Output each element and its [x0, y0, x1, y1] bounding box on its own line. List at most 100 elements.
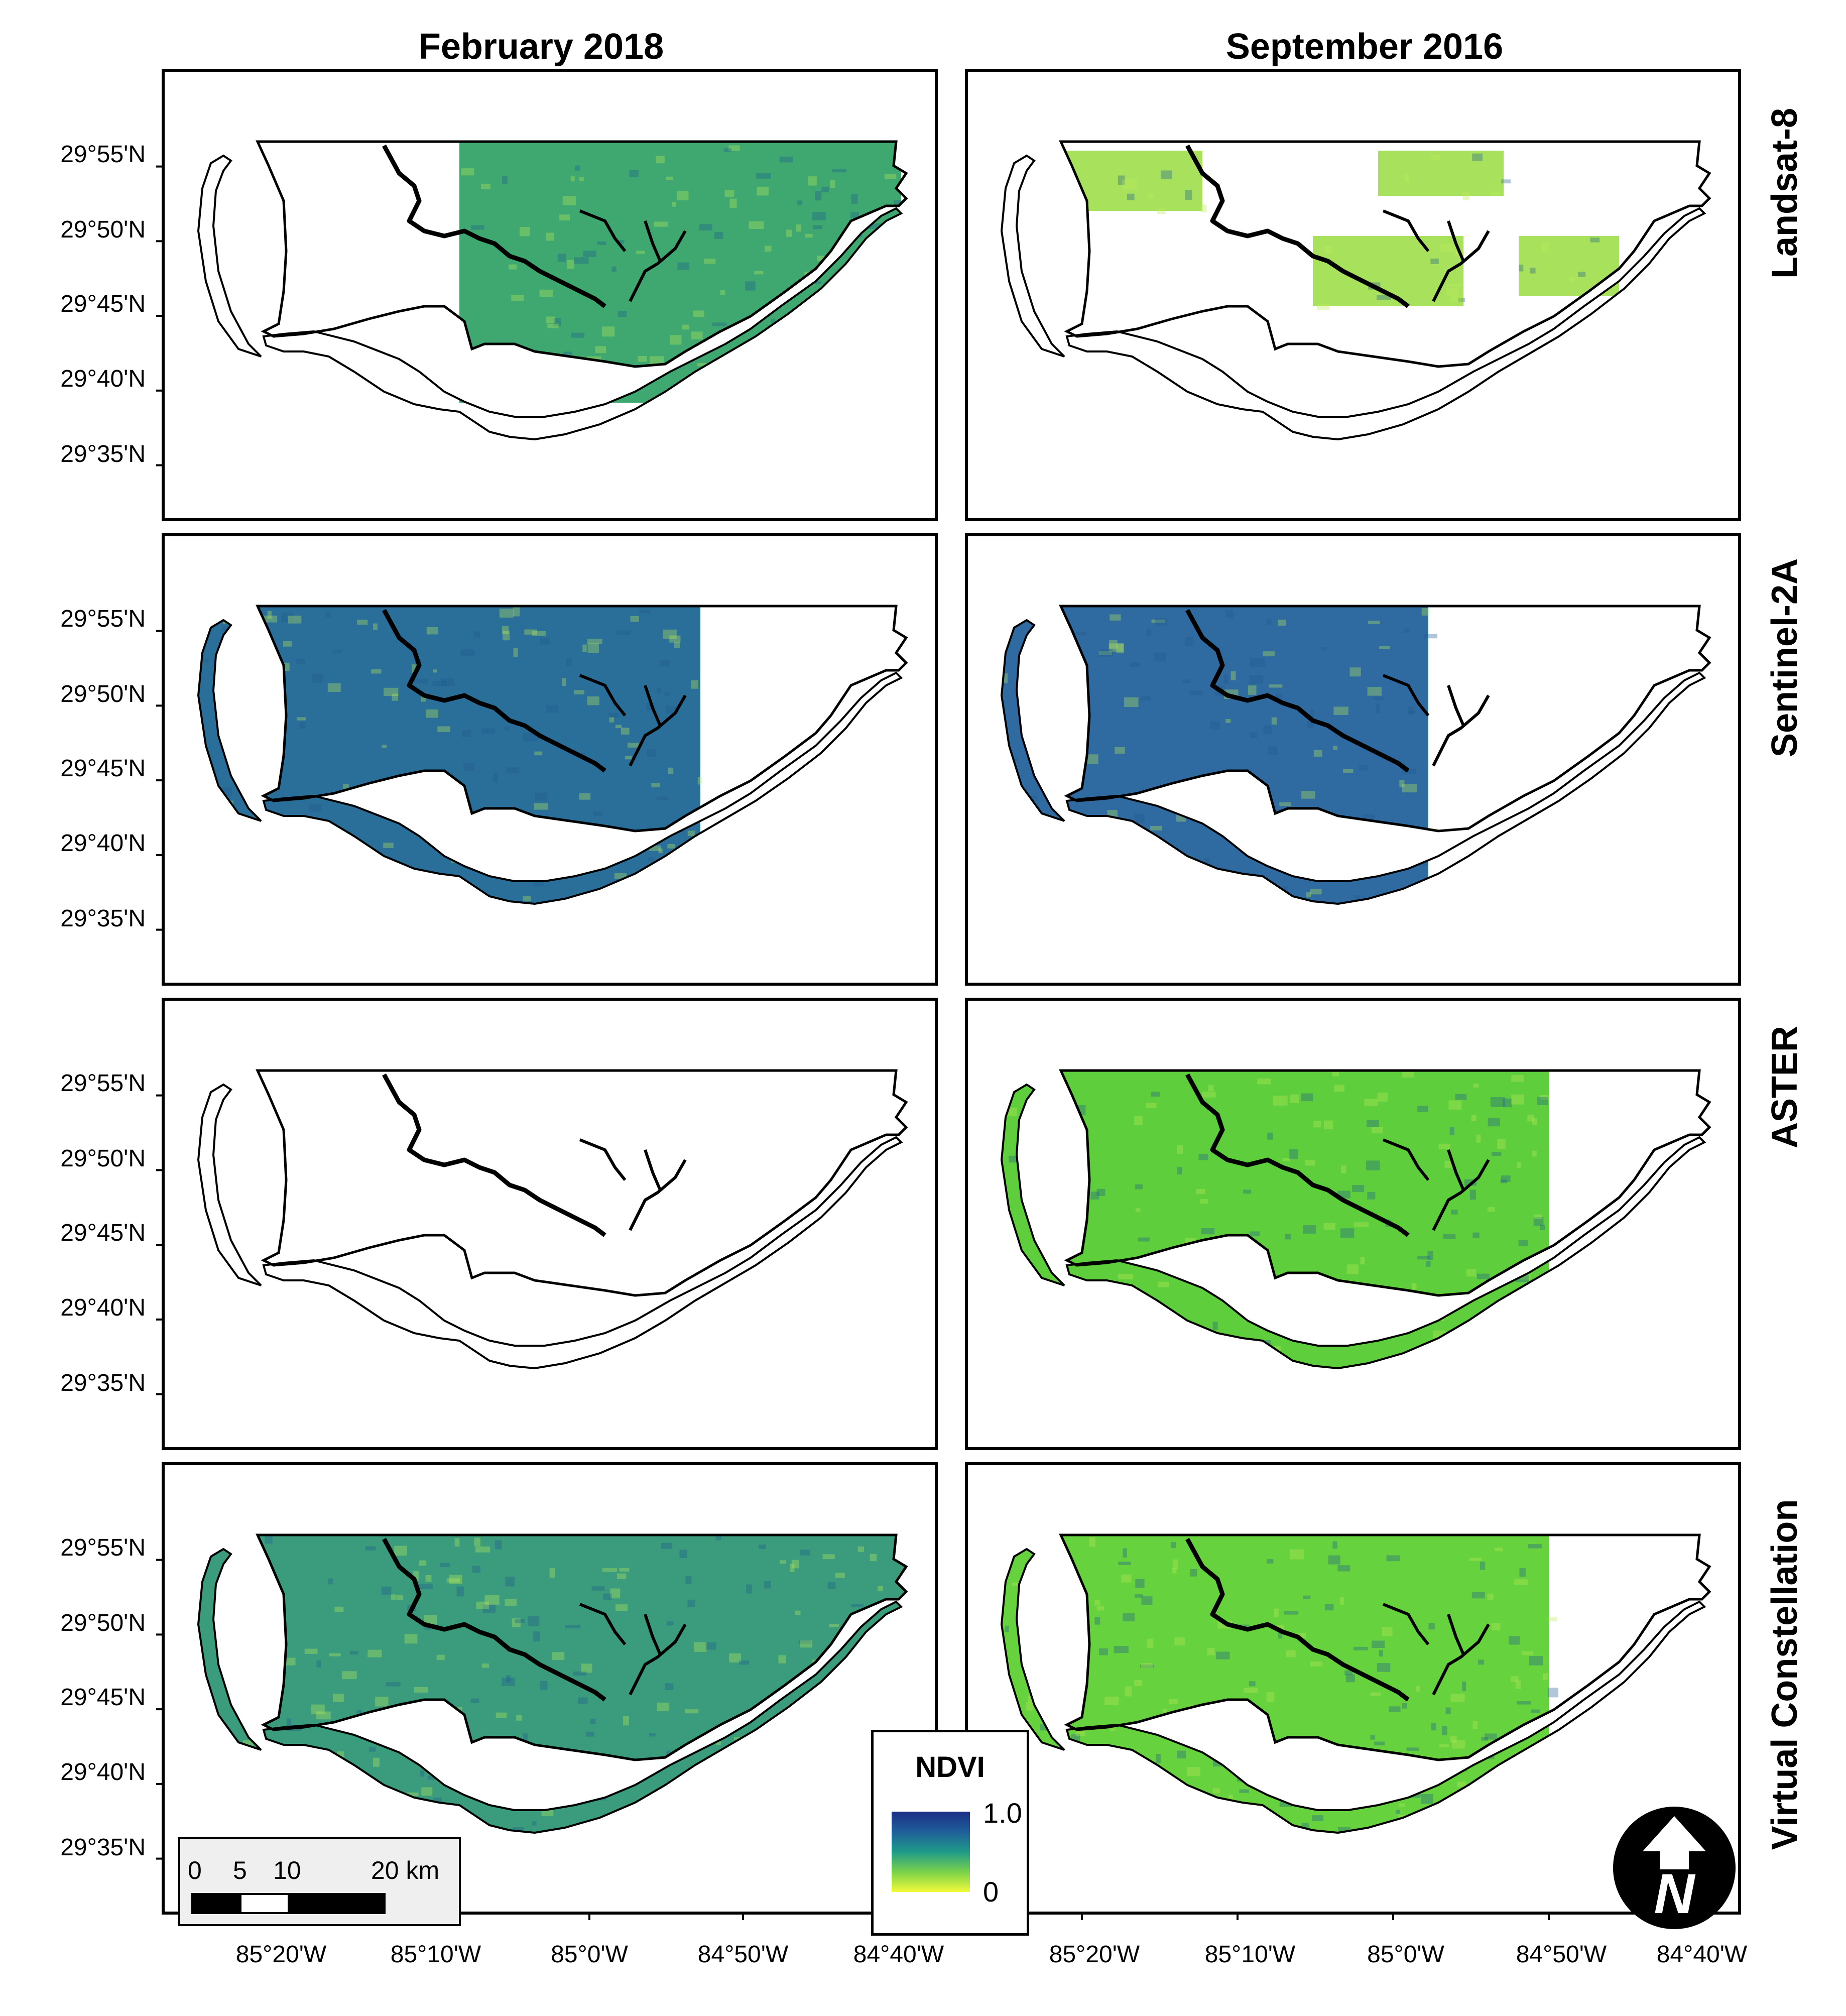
ndvi-texture: [424, 1626, 431, 1630]
ndvi-texture: [1382, 1627, 1393, 1636]
ndvi-texture: [1469, 1558, 1482, 1561]
ndvi-texture: [1301, 791, 1315, 799]
ndvi-texture: [515, 1619, 525, 1623]
ndvi-texture: [327, 683, 341, 692]
ndvi-texture: [1216, 1651, 1230, 1659]
ndvi-texture: [611, 266, 617, 272]
barrier-island-outline: [1065, 671, 1706, 905]
scale-tick-5: 5: [233, 1856, 247, 1884]
ndvi-texture: [1201, 204, 1207, 212]
ndvi-texture: [1417, 1256, 1431, 1260]
ndvi-texture: [653, 221, 668, 227]
ndvi-texture: [1352, 1184, 1365, 1193]
ndvi-texture: [1446, 288, 1459, 295]
ndvi-texture: [573, 690, 584, 694]
ndvi-texture: [590, 1718, 596, 1724]
lat-label-r0-0: 29°55'N: [60, 141, 146, 168]
ndvi-texture: [808, 176, 817, 186]
ndvi-texture: [817, 256, 828, 261]
ndvi-texture: [1510, 1676, 1519, 1682]
ndvi-texture: [1458, 298, 1465, 302]
ndvi-legend: NDVI 1.0 0: [871, 1730, 1029, 1936]
ndvi-texture: [625, 756, 632, 760]
ndvi-texture: [506, 1675, 511, 1683]
ndvi-texture: [1118, 1274, 1133, 1279]
ndvi-texture: [1263, 726, 1272, 734]
ndvi-texture: [1452, 1740, 1465, 1749]
ndvi-texture: [870, 1554, 877, 1562]
river-line: [629, 1623, 687, 1696]
lat-label-r3-4: 29°35'N: [60, 1834, 146, 1861]
ndvi-texture: [1151, 1092, 1160, 1097]
ndvi-texture: [597, 241, 606, 245]
ndvi-texture: [1515, 1681, 1521, 1689]
ndvi-texture: [715, 1535, 721, 1540]
ndvi-texture: [587, 639, 602, 644]
ndvi-texture: [764, 1581, 771, 1589]
ndvi-texture: [668, 767, 674, 775]
ndvi-texture: [470, 225, 484, 230]
ndvi-texture: [1341, 1165, 1346, 1173]
ndvi-texture: [1154, 652, 1166, 662]
ndvi-texture: [1522, 1651, 1534, 1655]
ndvi-texture: [674, 642, 680, 648]
ndvi-texture: [1427, 1251, 1433, 1260]
ndvi-texture: [1306, 892, 1311, 898]
map-panel-r0-c1: [965, 69, 1741, 521]
ndvi-texture: [1324, 1604, 1334, 1611]
ndvi-texture: [1294, 1633, 1306, 1639]
ndvi-texture: [720, 290, 725, 295]
ndvi-texture: [1134, 1116, 1143, 1126]
ndvi-texture: [1196, 1189, 1205, 1195]
ndvi-texture: [629, 170, 639, 177]
ndvi-texture: [573, 1672, 587, 1676]
ndvi-texture: [786, 229, 792, 237]
ndvi-texture: [1185, 1238, 1196, 1244]
ndvi-texture: [1155, 618, 1167, 626]
ndvi-texture: [1244, 1688, 1259, 1693]
ndvi-texture: [373, 1757, 380, 1767]
ndvi-texture: [1373, 697, 1384, 700]
ndvi-texture: [1135, 1579, 1145, 1588]
map-panels: [156, 69, 1741, 1920]
ndvi-texture: [1377, 295, 1391, 300]
ndvi-texture: [406, 1792, 419, 1797]
ndvi-texture: [461, 168, 474, 176]
ndvi-texture: [281, 613, 294, 622]
ndvi-texture: [664, 692, 670, 696]
ndvi-texture: [1349, 667, 1361, 677]
scale-bar: 0 5 10 20 km: [178, 1837, 461, 1926]
ndvi-texture: [805, 233, 813, 238]
ndvi-texture: [263, 615, 278, 623]
ndvi-texture: [609, 717, 614, 723]
ndvi-texture: [682, 324, 689, 330]
ndvi-texture: [693, 1642, 707, 1652]
county-outline: [256, 605, 908, 833]
ndvi-texture: [765, 246, 772, 252]
ndvi-texture: [616, 240, 625, 244]
ndvi-texture: [728, 145, 740, 151]
lon-label-left-3: 84°50'W: [697, 1941, 789, 1968]
river-line: [579, 1603, 627, 1645]
ndvi-texture: [1488, 1207, 1496, 1212]
ndvi-texture: [697, 777, 702, 785]
ndvi-texture: [1271, 717, 1277, 725]
ndvi-texture: [754, 271, 764, 275]
ndvi-texture: [1313, 750, 1322, 757]
ndvi-texture: [1491, 1623, 1501, 1630]
ndvi-texture: [791, 1560, 799, 1569]
ndvi-texture: [499, 609, 514, 618]
ndvi-texture: [566, 658, 572, 667]
ndvi-texture: [1377, 1092, 1388, 1102]
ndvi-texture: [603, 1593, 612, 1600]
ndvi-texture: [1279, 802, 1291, 806]
ndvi-texture: [1275, 694, 1282, 700]
ndvi-texture: [424, 1614, 437, 1625]
ndvi-texture: [1305, 1159, 1315, 1166]
ndvi-texture: [1312, 1815, 1324, 1822]
ndvi-texture: [677, 191, 689, 201]
ndvi-texture: [1337, 1565, 1350, 1572]
ndvi-texture: [1386, 1555, 1400, 1562]
lon-label-left-0: 85°20'W: [235, 1941, 327, 1968]
